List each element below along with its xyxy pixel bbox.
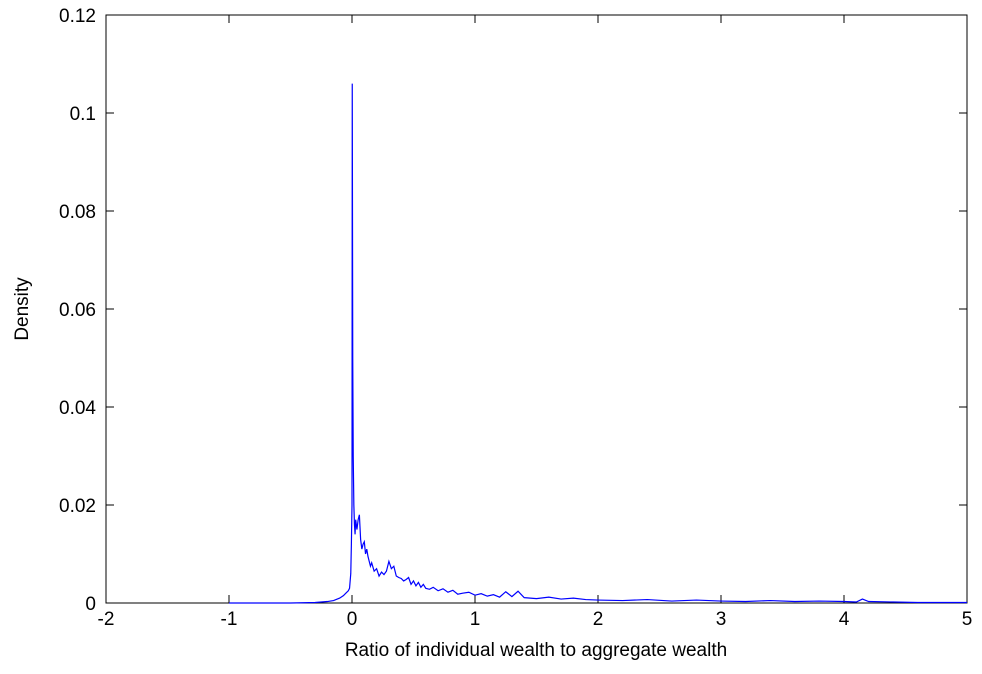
x-tick-label: 3: [716, 609, 727, 630]
x-axis-label: Ratio of individual wealth to aggregate …: [345, 640, 727, 661]
y-tick-label: 0.02: [59, 496, 96, 517]
x-tick-label: 5: [962, 609, 973, 630]
x-tick-label: 1: [470, 609, 481, 630]
x-tick-label: -1: [221, 609, 238, 630]
x-axis-ticks: -2 -1 0 1 2 3 4 5: [98, 15, 973, 630]
y-tick-label: 0.04: [59, 398, 96, 419]
y-tick-label: 0.06: [59, 300, 96, 321]
x-tick-label: 4: [839, 609, 850, 630]
x-tick-label: -2: [98, 609, 115, 630]
y-axis-label: Density: [12, 277, 33, 341]
plot-area: [105, 14, 968, 604]
y-tick-label: 0.1: [70, 104, 96, 125]
y-tick-label: 0.12: [59, 6, 96, 27]
x-tick-label: 0: [347, 609, 358, 630]
y-tick-label: 0: [85, 594, 96, 615]
y-tick-label: 0.08: [59, 202, 96, 223]
density-line: [229, 83, 967, 604]
x-tick-label: 2: [593, 609, 604, 630]
